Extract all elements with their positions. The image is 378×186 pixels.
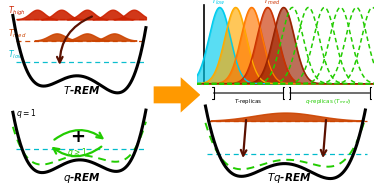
Text: $T_\mathit{high}$: $T_\mathit{high}$ — [8, 5, 26, 18]
Text: +: + — [70, 128, 85, 146]
Text: $q>1$: $q>1$ — [67, 146, 88, 159]
Text: $Tq$-REM: $Tq$-REM — [267, 171, 311, 185]
Text: $T_\mathit{low}$: $T_\mathit{low}$ — [211, 0, 225, 7]
Text: $q$-replicas $(T_\mathit{med})$: $q$-replicas $(T_\mathit{med})$ — [305, 97, 351, 106]
Text: $q$-REM: $q$-REM — [64, 171, 101, 185]
Text: $T$-replicas: $T$-replicas — [234, 97, 262, 106]
Text: $T_\mathit{med}$: $T_\mathit{med}$ — [263, 0, 280, 7]
Text: $T_\mathit{med}$: $T_\mathit{med}$ — [8, 27, 27, 40]
Text: $T$-REM: $T$-REM — [64, 84, 101, 96]
Text: $T_\mathit{low}$: $T_\mathit{low}$ — [8, 48, 24, 61]
Polygon shape — [153, 77, 200, 113]
Text: $q=1$: $q=1$ — [16, 108, 36, 120]
